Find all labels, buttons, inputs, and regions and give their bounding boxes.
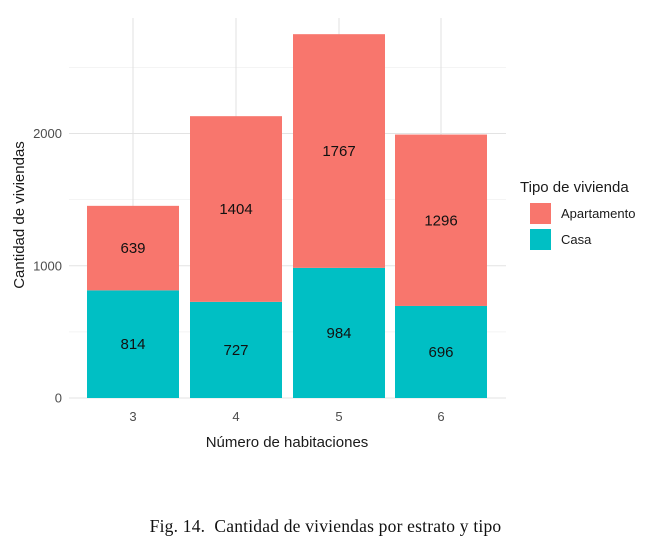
legend: Tipo de vivienda Apartamento Casa [520,179,635,250]
data-label-apartamento-6: 1296 [424,212,457,229]
bar-apartamento-3 [87,205,179,291]
x-axis-title: Número de habitaciones [206,434,369,451]
bar-apartamento-5 [293,34,385,268]
data-label-apartamento-4: 1404 [219,201,252,218]
y-axis-title: Cantidad de viviendas [11,141,28,289]
bars [87,34,487,398]
y-tick-label: 1000 [33,258,62,273]
data-label-apartamento-3: 639 [120,240,145,257]
x-tick-label: 3 [129,409,136,424]
bar-casa-3 [87,290,179,398]
legend-title: Tipo de vivienda [520,179,629,196]
legend-label-apartamento: Apartamento [561,206,635,221]
data-label-casa-5: 984 [326,325,351,342]
data-label-casa-3: 814 [120,336,145,353]
figure-caption: Fig. 14. Cantidad de viviendas por estra… [149,516,502,536]
legend-key-casa [530,229,551,250]
legend-label-casa: Casa [561,232,592,247]
bar-casa-6 [395,305,487,398]
y-tick-label: 2000 [33,126,62,141]
tick-labels: 0 1000 2000 3 4 5 6 [33,126,445,424]
data-label-casa-4: 727 [223,342,248,359]
bar-apartamento-6 [395,134,487,306]
bar-apartamento-4 [190,116,282,302]
bar-casa-5 [293,267,385,398]
x-tick-label: 6 [437,409,444,424]
x-tick-label: 5 [335,409,342,424]
x-tick-label: 4 [232,409,239,424]
data-labels: 814 639 727 1404 984 1767 696 1296 [120,143,457,361]
y-tick-label: 0 [55,391,62,406]
data-label-apartamento-5: 1767 [322,143,355,160]
stacked-bar-chart: 814 639 727 1404 984 1767 696 1296 0 1000 2000 3 4 5… [11,18,635,451]
bar-casa-4 [190,301,282,398]
data-label-casa-6: 696 [428,344,453,361]
legend-key-apartamento [530,203,551,224]
